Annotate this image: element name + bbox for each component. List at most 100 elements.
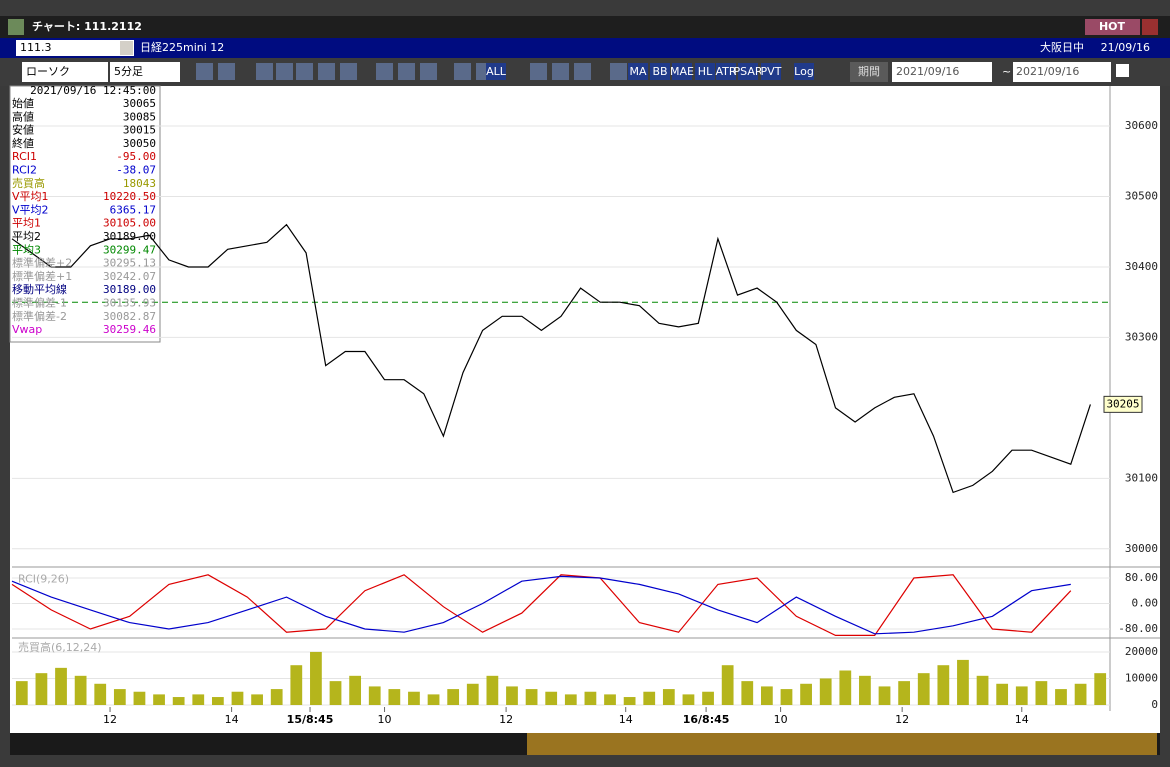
volume-bar	[564, 694, 577, 705]
tool-button[interactable]	[761, 63, 781, 80]
tool-button[interactable]	[716, 63, 736, 80]
volume-bar	[662, 689, 675, 705]
to-date[interactable]	[1013, 62, 1111, 82]
tool-button[interactable]	[794, 63, 814, 80]
x-tick-label: 10	[774, 713, 788, 726]
info-label: 始値	[12, 96, 34, 110]
volume-bar	[133, 691, 146, 705]
tool-button-label: PVT	[761, 65, 782, 78]
tool-button-label: HL	[698, 65, 713, 78]
info-value: 18043	[123, 177, 156, 190]
volume-bar	[15, 681, 28, 705]
hot-label: HOT	[1099, 20, 1126, 33]
info-rows: 始値 30065 高値 30085 安値 30015 終値 30050 RCI1 -95.00 RC…	[12, 96, 156, 336]
x-tick-label: 16/8:45	[683, 713, 730, 726]
window-title: チャート: 111.2112	[32, 20, 142, 33]
y-tick-label: -80.00	[1118, 622, 1158, 635]
tool-icon	[296, 63, 313, 80]
app-icon	[8, 19, 24, 35]
volume-bar	[408, 691, 420, 705]
info-value: 30295.13	[103, 257, 156, 270]
market: 大阪日中	[1040, 40, 1084, 54]
y-tick-label: 10000	[1125, 671, 1158, 684]
info-label: 標準偏差-2	[12, 309, 67, 323]
tool-button[interactable]	[695, 63, 715, 80]
volume-bar	[74, 675, 87, 705]
volume-bar	[290, 665, 303, 705]
to-date-text: 2021/09/16	[1016, 65, 1079, 78]
tool-button-label: ALL	[486, 65, 507, 78]
header-date: 21/09/16	[1101, 41, 1150, 54]
volume-bar	[760, 686, 773, 705]
volume-bar	[427, 694, 440, 705]
period: 期間	[858, 65, 880, 78]
volume-bar	[976, 675, 989, 705]
tool-icon	[340, 63, 357, 80]
info-label: 安値	[12, 123, 34, 137]
volume-bar	[623, 697, 636, 705]
info-value: 30135.93	[103, 297, 156, 310]
volume-bar	[957, 659, 969, 705]
info-value: 30105.00	[103, 217, 156, 230]
interval-dropdown[interactable]	[110, 62, 180, 82]
tool-icon	[376, 63, 393, 80]
info-label: 平均1	[12, 217, 41, 230]
period-button[interactable]	[850, 62, 888, 82]
tool-icon	[218, 63, 235, 80]
info-label: 売買高	[12, 176, 45, 190]
info-label: 標準偏差-1	[12, 296, 67, 310]
volume-bar	[525, 689, 538, 705]
tool-button[interactable]	[738, 63, 758, 80]
volume-bar	[604, 694, 616, 705]
rci-line	[11, 575, 1071, 635]
tool-button[interactable]	[628, 63, 648, 80]
scroll-thumb[interactable]	[527, 733, 1157, 755]
hot-button[interactable]	[1085, 19, 1140, 35]
info-value: 30015	[123, 124, 156, 137]
volume-bar	[329, 681, 342, 705]
volume-bar	[94, 683, 107, 705]
info-value: 30082.87	[103, 310, 156, 323]
y-tick-label: 0.00	[1132, 597, 1159, 610]
date-separator: ~	[1002, 65, 1011, 78]
tool-button-label: BB	[652, 65, 667, 78]
last-price-label: 30205	[1106, 397, 1139, 410]
close-button[interactable]	[1142, 19, 1158, 35]
tool-button-label: Log	[794, 65, 814, 78]
info-value: 6365.17	[110, 203, 156, 216]
volume-bar	[55, 667, 67, 705]
y-tick-label: 30100	[1125, 471, 1158, 484]
y-tick-label: 30600	[1125, 119, 1158, 132]
volume-bar	[1015, 686, 1028, 705]
tool-button[interactable]	[486, 63, 506, 80]
symbol-dropdown[interactable]	[16, 40, 134, 56]
tool-button[interactable]	[672, 63, 692, 80]
info-timestamp: 2021/09/16 12:45:00	[30, 84, 156, 97]
checkbox[interactable]	[1116, 64, 1129, 77]
info-value: -38.07	[116, 164, 156, 177]
chart-type-dropdown[interactable]	[22, 62, 108, 82]
rci-line	[11, 574, 1072, 636]
tool-icon	[530, 63, 547, 80]
chart-type: ローソク	[26, 65, 70, 78]
symbol-bar	[0, 38, 1170, 58]
volume-bar	[35, 673, 48, 705]
tool-button[interactable]	[650, 63, 670, 80]
info-value: -95.00	[116, 150, 156, 163]
volume-bar	[584, 691, 597, 705]
volume-bar	[270, 689, 283, 705]
info-label: 平均3	[12, 243, 41, 256]
x-tick-label: 15/8:45	[287, 713, 334, 726]
symbol-code: 111.3	[20, 41, 52, 54]
tool-icon	[256, 63, 273, 80]
volume-bar	[859, 675, 871, 705]
volume-bar	[153, 694, 165, 705]
volume-bar	[192, 694, 205, 705]
tool-icon	[318, 63, 335, 80]
title-bar	[0, 16, 1170, 38]
from-date[interactable]	[892, 62, 992, 82]
info-label: 標準偏差+2	[12, 256, 72, 270]
info-value: 30189.00	[103, 283, 156, 296]
volume-bar	[1074, 683, 1087, 705]
